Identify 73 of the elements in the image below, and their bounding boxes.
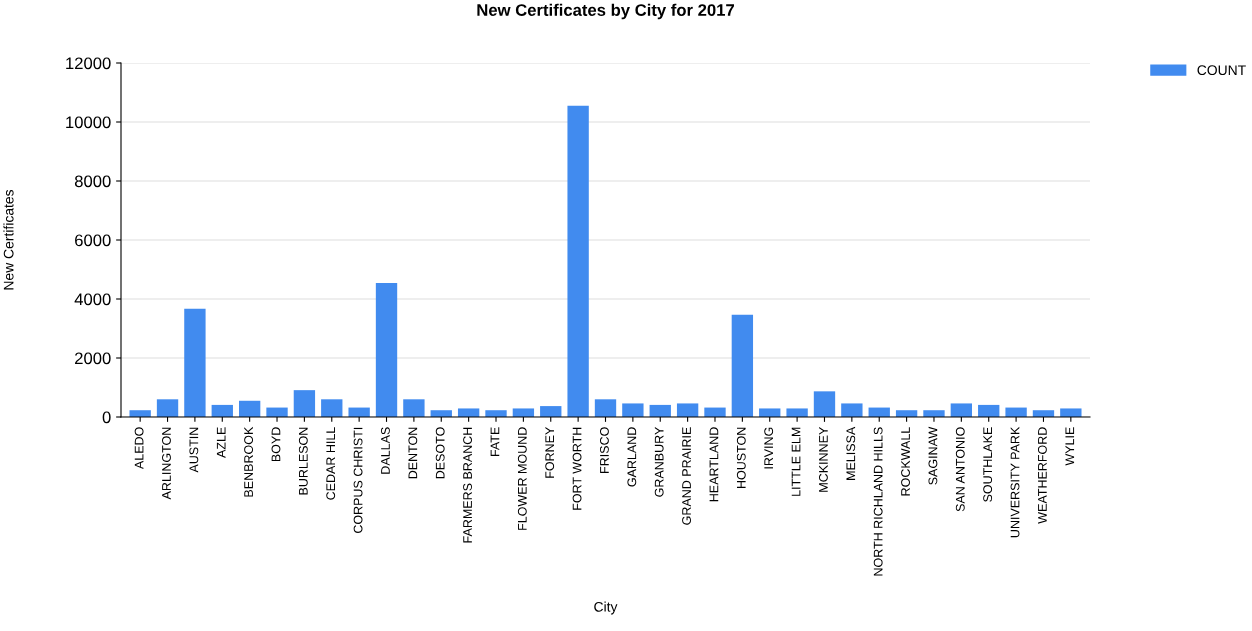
x-tick-label: CORPUS CHRISTI — [353, 427, 363, 534]
y-tick-label: 8000 — [74, 175, 111, 188]
bar — [923, 410, 945, 417]
bar — [950, 403, 973, 417]
bar — [211, 404, 233, 417]
bar — [540, 406, 562, 417]
bar — [594, 399, 617, 417]
x-tick-label: ROCKWALL — [901, 427, 910, 496]
x-tick-label: FRISCO — [600, 427, 609, 473]
x-tick-label: SAGINAW — [928, 426, 938, 485]
x-tick-label: HEARTLAND — [709, 427, 719, 502]
y-tick-label: 2000 — [75, 352, 111, 365]
bar — [457, 408, 480, 417]
bar — [293, 390, 316, 417]
x-tick-label: ARLINGTON — [162, 427, 171, 500]
x-tick-label: WEATHERFORD — [1037, 427, 1047, 524]
bar — [512, 408, 535, 417]
x-tick-label: MELISSA — [846, 426, 856, 480]
x-tick-label: FATE — [490, 427, 500, 457]
x-tick-label: SOUTHLAKE — [983, 427, 993, 502]
bar — [485, 410, 507, 417]
x-tick-label: FORT WORTH — [572, 427, 582, 510]
y-tick-label: 4000 — [74, 293, 111, 306]
x-tick-label: DALLAS — [381, 427, 390, 474]
x-tick-label: IRVING — [764, 427, 774, 469]
x-tick-label: GARLAND — [627, 427, 637, 487]
x-tick-label: HOUSTON — [736, 427, 746, 488]
y-axis-title: New Certificates — [3, 189, 14, 290]
bar — [786, 408, 808, 417]
y-tick-label: 0 — [102, 411, 111, 424]
x-tick-label: SAN ANTONIO — [955, 427, 965, 512]
bar — [321, 399, 343, 417]
x-tick-label: WYLIE — [1065, 427, 1075, 466]
x-axis-title: City — [594, 601, 618, 615]
bar — [731, 314, 754, 417]
chart-title: New Certificates by City for 2017 — [477, 3, 734, 20]
x-tick-label: MCKINNEY — [818, 427, 828, 492]
bar — [1060, 408, 1082, 417]
bar — [184, 308, 206, 417]
bar — [978, 404, 1000, 417]
bar — [813, 391, 836, 417]
x-tick-label: FLOWER MOUND — [517, 427, 527, 530]
bar — [403, 399, 425, 417]
x-tick-label: GRAND PRAIRIE — [682, 427, 691, 525]
x-tick-label: CEDAR HILL — [326, 427, 336, 500]
x-tick-label: UNIVERSITY PARK — [1010, 426, 1020, 538]
x-tick-label: AZLE — [216, 427, 226, 458]
x-tick-label: DENTON — [408, 427, 418, 479]
bar — [759, 408, 781, 417]
bar — [238, 400, 261, 417]
x-tick-label: BURLESON — [298, 427, 308, 495]
y-tick-label: 6000 — [75, 234, 111, 247]
x-tick-label: FARMERS BRANCH — [463, 427, 472, 543]
x-tick-label: BENBROOK — [244, 426, 254, 497]
bar — [676, 403, 699, 417]
y-tick-label: 10000 — [66, 116, 111, 129]
x-tick-label: FORNEY — [545, 427, 555, 478]
bar — [622, 403, 644, 417]
bar — [567, 105, 589, 417]
bar — [841, 403, 863, 417]
bar — [156, 399, 179, 417]
x-tick-label: ALEDO — [134, 427, 144, 470]
x-tick-label: LITTLE ELM — [791, 427, 801, 496]
x-tick-label: BOYD — [271, 427, 281, 462]
bar — [649, 404, 671, 417]
x-tick-label: DESOTO — [435, 427, 445, 479]
x-tick-label: AUSTIN — [189, 427, 199, 473]
y-tick-label: 12000 — [66, 57, 111, 70]
bar — [129, 410, 151, 417]
bar — [375, 283, 398, 417]
legend-label: COUNT — [1197, 65, 1246, 76]
x-tick-label: NORTH RICHLAND HILLS — [873, 427, 883, 576]
x-tick-label: GRANBURY — [654, 427, 664, 497]
